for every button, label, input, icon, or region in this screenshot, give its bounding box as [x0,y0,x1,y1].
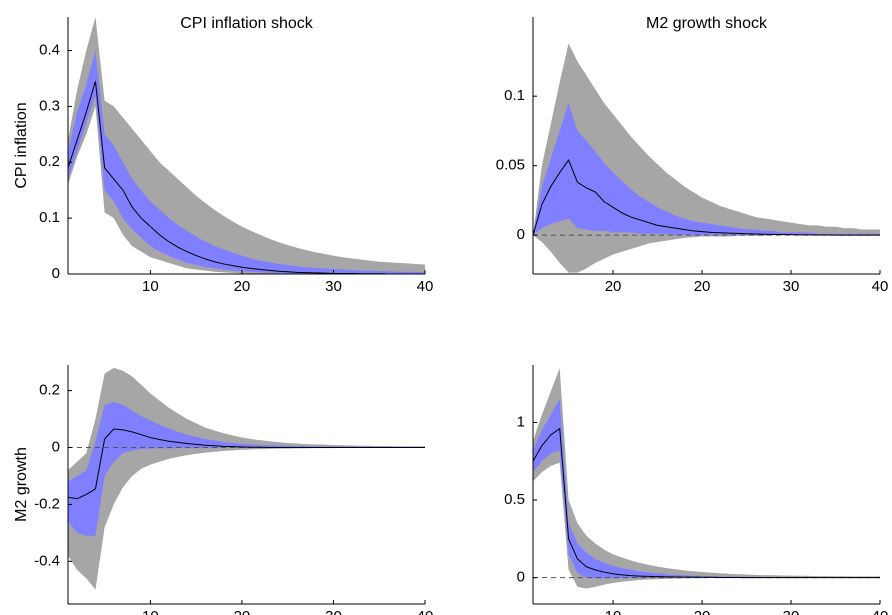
panel: 0 0.05 0.1 20 20 30 40 M2 growth shock [496,15,889,295]
y-tick-label: 0 [52,265,60,282]
plot-area [68,17,425,274]
x-tick-label: 20 [234,608,251,615]
y-axis-label: M2 growth [13,447,30,522]
x-tick-label: 40 [417,278,434,295]
y-tick-label: 0.5 [504,491,525,508]
x-tick-label: 30 [783,608,800,615]
plot-area [533,368,880,589]
panel: -0.4 -0.2 0 0.2 10 20 30 40 M2 growth [13,365,433,615]
chart-title: CPI inflation shock [180,15,314,32]
x-tick-label: 30 [783,278,800,295]
x-tick-label: 20 [694,278,711,295]
y-tick-label: 0.2 [39,382,60,399]
x-tick-label: 10 [142,278,159,295]
confidence-band [68,17,425,274]
y-tick-label: -0.4 [34,552,60,569]
confidence-band [68,367,425,590]
y-tick-label: 0 [517,569,525,586]
y-tick-label: 0 [52,438,60,455]
confidence-band [533,103,880,236]
panel: 0 0.1 0.2 0.3 0.4 10 20 30 40 CPI inflation shock… [13,15,433,295]
confidence-band [68,401,425,536]
chart-title: M2 growth shock [646,15,768,32]
confidence-band [533,399,880,579]
x-tick-label: 20 [234,278,251,295]
x-tick-label: 40 [417,608,434,615]
plot-area [68,367,425,590]
x-tick-label: 20 [694,608,711,615]
x-tick-label: 40 [872,278,889,295]
confidence-band [68,50,425,274]
median-line [68,428,425,500]
x-tick-label: 40 [872,608,889,615]
y-tick-label: 0.2 [39,153,60,170]
x-tick-label: 10 [605,608,622,615]
y-tick-label: 0.1 [504,87,525,104]
x-tick-label: 30 [325,278,342,295]
panel: 0 0.5 1 10 20 30 40 [504,365,888,615]
x-tick-label: 30 [325,608,342,615]
median-line [533,427,880,579]
y-tick-label: 0.3 [39,97,60,114]
y-tick-label: 1 [517,413,525,430]
y-tick-label: -0.2 [34,495,60,512]
y-tick-label: 0.4 [39,41,60,58]
y-tick-label: 0.05 [496,157,525,174]
x-tick-label: 10 [142,608,159,615]
y-tick-label: 0.1 [39,209,60,226]
x-tick-label: 20 [605,278,622,295]
plot-area [533,43,880,273]
median-line [533,159,880,236]
y-axis-label: CPI inflation [13,102,30,188]
y-tick-label: 0 [517,226,525,243]
